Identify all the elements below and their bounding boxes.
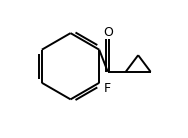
Text: O: O [103, 26, 113, 39]
Text: F: F [103, 82, 110, 95]
